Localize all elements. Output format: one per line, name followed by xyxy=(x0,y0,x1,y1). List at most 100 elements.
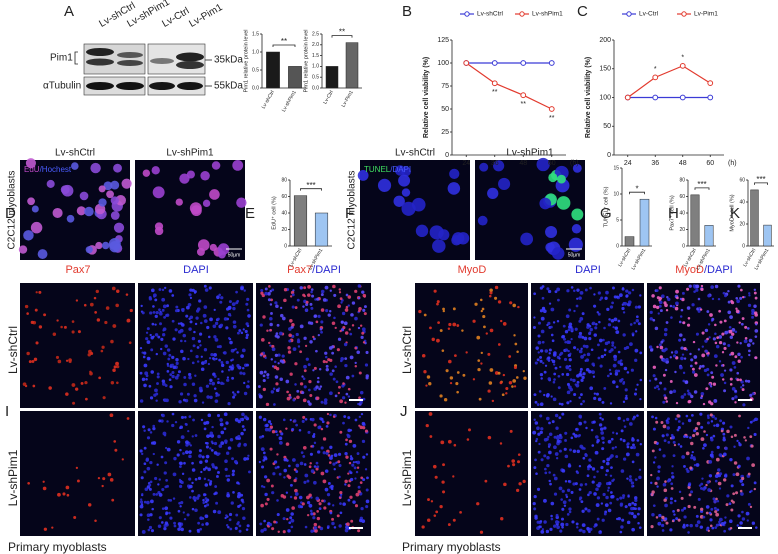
cell xyxy=(477,368,481,372)
cell xyxy=(264,492,268,497)
cell xyxy=(219,300,223,304)
cell xyxy=(571,208,584,221)
cell xyxy=(436,338,440,343)
cell xyxy=(563,504,567,507)
cell xyxy=(164,446,168,450)
cell xyxy=(260,484,264,488)
cell xyxy=(200,321,203,325)
cell xyxy=(200,355,203,358)
cell xyxy=(751,315,754,319)
cell xyxy=(627,291,632,295)
cell xyxy=(701,345,704,348)
cell xyxy=(715,523,719,527)
cell xyxy=(612,431,615,434)
cell xyxy=(676,296,679,300)
cell xyxy=(179,392,184,396)
cell xyxy=(270,390,275,394)
cell xyxy=(263,527,267,532)
cell xyxy=(171,423,175,428)
cell xyxy=(141,493,144,496)
cell xyxy=(354,365,358,368)
cell xyxy=(149,513,153,517)
cell xyxy=(540,458,544,462)
cell xyxy=(619,530,623,534)
cell xyxy=(671,471,674,475)
cell xyxy=(336,514,340,518)
cell xyxy=(198,454,202,458)
cell xyxy=(698,484,702,487)
cell xyxy=(564,439,567,442)
cell xyxy=(570,338,573,341)
cell xyxy=(543,454,547,458)
cell xyxy=(638,468,642,471)
cell xyxy=(538,525,541,528)
cell xyxy=(576,297,579,300)
cell xyxy=(664,503,668,508)
bar xyxy=(293,195,308,247)
cell xyxy=(695,514,699,518)
cell xyxy=(722,291,726,295)
cell xyxy=(661,519,664,522)
cell xyxy=(232,306,236,311)
cell xyxy=(753,487,756,491)
cell xyxy=(714,479,718,483)
cell xyxy=(320,427,324,431)
cell xyxy=(449,168,460,180)
cell xyxy=(679,297,683,301)
cell xyxy=(364,363,369,367)
cell xyxy=(200,367,205,372)
cell xyxy=(189,444,193,447)
cell xyxy=(268,522,273,527)
cell xyxy=(150,529,155,533)
cell xyxy=(218,358,221,362)
cell xyxy=(347,295,352,299)
cell xyxy=(227,401,231,406)
cell xyxy=(204,497,208,500)
cell xyxy=(100,349,104,353)
cell xyxy=(214,338,219,342)
cell xyxy=(706,337,709,341)
cell xyxy=(714,510,718,514)
cell xyxy=(453,443,457,447)
cell-type-label: Primary myoblasts xyxy=(402,540,501,554)
cell xyxy=(229,527,233,531)
cell xyxy=(143,351,147,355)
cell xyxy=(707,529,710,532)
cell xyxy=(678,333,683,337)
cell xyxy=(143,500,147,504)
cell xyxy=(631,334,635,337)
cell xyxy=(705,505,710,509)
cell xyxy=(580,500,584,504)
cell xyxy=(652,365,656,369)
cell xyxy=(753,311,758,315)
cell xyxy=(609,372,613,376)
cell xyxy=(322,360,326,364)
cell xyxy=(611,344,614,347)
cell xyxy=(89,370,92,374)
legend-label: Lv-Pim1 xyxy=(694,11,718,18)
cell xyxy=(349,495,353,499)
cell xyxy=(740,322,744,326)
cell xyxy=(143,363,148,368)
cell xyxy=(310,512,314,516)
cell xyxy=(695,332,699,336)
cell xyxy=(285,427,288,430)
cell xyxy=(293,496,298,500)
cell xyxy=(144,371,149,376)
cell xyxy=(754,335,758,338)
cell xyxy=(687,400,691,404)
point xyxy=(652,74,659,81)
cell xyxy=(563,447,567,451)
cell xyxy=(295,423,298,427)
cell xyxy=(356,350,361,355)
cell xyxy=(204,483,209,487)
cell xyxy=(299,324,304,329)
cell xyxy=(558,435,563,440)
cell xyxy=(659,296,663,300)
cell xyxy=(676,414,681,418)
point xyxy=(679,62,686,69)
cell xyxy=(303,286,307,290)
cell xyxy=(331,345,335,349)
cell xyxy=(286,396,291,401)
